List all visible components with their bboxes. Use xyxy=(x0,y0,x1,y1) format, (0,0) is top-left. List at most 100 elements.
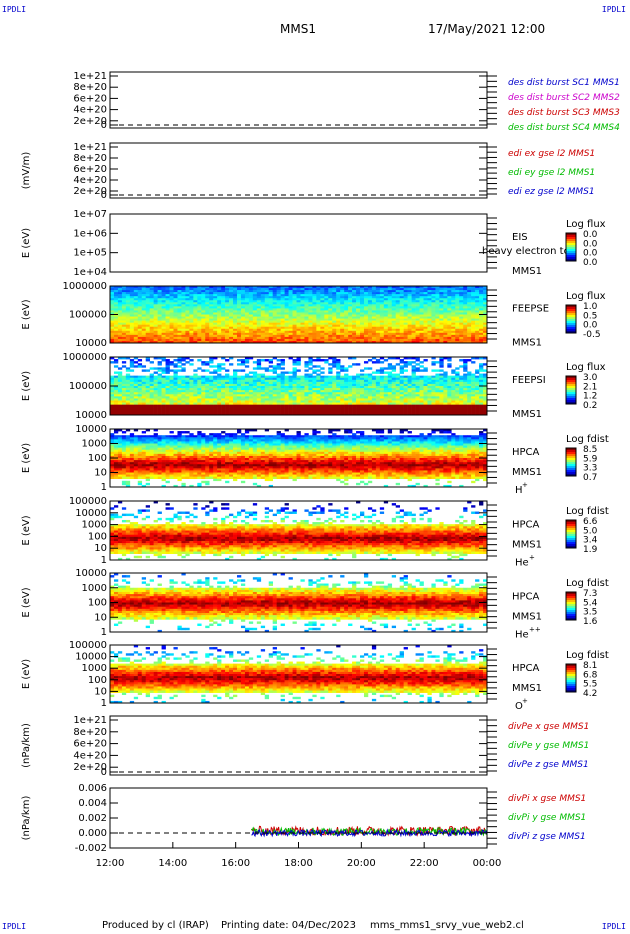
xtick-label: 22:00 xyxy=(410,858,439,869)
datetime-title: 17/May/2021 12:00 xyxy=(428,22,546,36)
ytick-label: 0.000 xyxy=(78,828,107,839)
ytick-label: 4e+20 xyxy=(73,750,107,761)
colorbar xyxy=(565,519,577,549)
instrument-label: EIS xyxy=(512,232,528,243)
ytick-label: 10000 xyxy=(75,338,107,349)
panel-4: 1000000 100000 10000 E (eV) FEEPSE MMS1 Log fl… xyxy=(21,281,606,349)
instrument-label: HPCA xyxy=(512,447,540,458)
colorbar-tick: 8.5 xyxy=(583,445,597,455)
ytick-label: 1e+21 xyxy=(73,71,107,82)
legend-entry: divPe x gse MMS1 xyxy=(508,722,589,732)
colorbar-tick: 5.4 xyxy=(583,598,598,608)
colorbar-tick: 6.8 xyxy=(583,670,598,680)
colorbar-tick: 1.0 xyxy=(583,302,598,312)
ytick-label: 6e+20 xyxy=(73,164,107,175)
spacecraft-label: MMS1 xyxy=(512,266,542,277)
colorbar-tick: 1.2 xyxy=(583,392,597,402)
ytick-label: 1e+05 xyxy=(73,248,107,259)
ytick-label: 2e+20 xyxy=(73,186,107,197)
ytick-label: 10000 xyxy=(75,652,107,663)
colorbar-tick: 7.3 xyxy=(583,589,597,599)
xtick-label: 14:00 xyxy=(158,858,187,869)
colorbar-frame xyxy=(565,232,577,262)
xtick-label: 18:00 xyxy=(284,858,313,869)
panel-frame xyxy=(109,644,488,704)
colorbar-title: Log flux xyxy=(566,291,606,302)
colorbar-title: Log fdist xyxy=(566,578,609,589)
instrument-label: FEEPSE xyxy=(512,304,549,315)
ytick-label: 2e+20 xyxy=(73,116,107,127)
colorbar xyxy=(565,447,577,477)
colorbar-frame xyxy=(565,519,577,549)
panel-8: 10000 1000 100 10 1 E (eV) HPCA MMS1 He ++ Log fdi… xyxy=(21,568,609,641)
ytick-label: 10 xyxy=(94,612,107,623)
colorbar-title: Log flux xyxy=(566,219,606,230)
y-axis-label: E (eV) xyxy=(21,443,32,473)
ytick-label: 0 xyxy=(101,190,107,201)
spacecraft-label: MMS1 xyxy=(512,683,542,694)
series-line-2 xyxy=(251,826,488,837)
colorbar-title: Log flux xyxy=(566,362,606,373)
spacecraft-label: MMS1 xyxy=(512,612,542,623)
ytick-label: 1e+21 xyxy=(73,142,107,153)
ytick-label: 1e+21 xyxy=(73,715,107,726)
colorbar-tick: 3.4 xyxy=(583,536,598,546)
colorbar-tick: 2.1 xyxy=(583,382,597,392)
ytick-label: 10000 xyxy=(75,424,107,435)
ytick-label: 100000 xyxy=(69,310,107,321)
spectrogram-4 xyxy=(110,286,488,344)
spacecraft-label: MMS1 xyxy=(512,409,542,420)
series-line-3 xyxy=(251,828,488,838)
ytick-label: -0.002 xyxy=(75,843,107,854)
legend-entry: des dist burst SC4 MMS4 xyxy=(508,123,620,133)
footer-filename: mms_mms1_srvy_vue_web2.cl xyxy=(370,920,524,931)
ytick-label: 8e+20 xyxy=(73,82,107,93)
spectrogram-5 xyxy=(110,357,488,416)
ytick-label: 10000 xyxy=(75,568,107,579)
colorbar-tick: 0.7 xyxy=(583,473,597,483)
colorbar-tick: 0.0 xyxy=(583,249,598,259)
xtick-label: 16:00 xyxy=(221,858,250,869)
colorbar-title: Log fdist xyxy=(566,506,609,517)
colorbar-tick: 5.5 xyxy=(583,680,597,690)
panel-frame xyxy=(109,787,488,849)
colorbar xyxy=(565,304,577,334)
spectrogram-7 xyxy=(110,501,488,561)
colorbar-tick: 4.2 xyxy=(583,689,597,699)
ytick-label: 1000 xyxy=(82,520,107,531)
ytick-label: 2e+20 xyxy=(73,762,107,773)
ytick-label: 1000000 xyxy=(62,281,107,292)
colorbar-title: Log fdist xyxy=(566,434,609,445)
species-charge: + xyxy=(529,554,535,562)
panel-11: 0.006 0.004 0.002 0.000 -0.002 (nPa/km) divPi … xyxy=(21,783,586,854)
y-axis-label: (mV/m) xyxy=(21,152,32,190)
legend-entry: divPe z gse MMS1 xyxy=(508,760,589,770)
legend-entry: edi ez gse l2 MMS1 xyxy=(508,187,595,197)
colorbar-tick: 8.1 xyxy=(583,661,597,671)
ytick-label: 8e+20 xyxy=(73,153,107,164)
ytick-label: 100 xyxy=(88,675,107,686)
ytick-label: 100000 xyxy=(69,381,107,392)
ytick-label: 1 xyxy=(101,627,107,638)
colorbar-tick: 6.6 xyxy=(583,517,598,527)
ytick-label: 100 xyxy=(88,531,107,542)
corner-label-top-left: IPDLI xyxy=(2,5,27,14)
ytick-label: 0 xyxy=(101,120,107,131)
legend-entry: divPi y gse MMS1 xyxy=(508,813,586,823)
ytick-label: 10 xyxy=(94,468,107,479)
xtick-label: 12:00 xyxy=(96,858,125,869)
colorbar-frame xyxy=(565,375,577,405)
ytick-label: 1000 xyxy=(82,583,107,594)
ytick-label: 100000 xyxy=(69,640,107,651)
colorbar-tick: 1.9 xyxy=(583,545,598,555)
colorbar-tick: 3.5 xyxy=(583,608,597,618)
ytick-label: 1 xyxy=(101,555,107,566)
corner-label-bottom-left: IPDLI xyxy=(2,922,27,931)
xtick-label: 20:00 xyxy=(347,858,376,869)
species-charge: ++ xyxy=(529,626,541,634)
